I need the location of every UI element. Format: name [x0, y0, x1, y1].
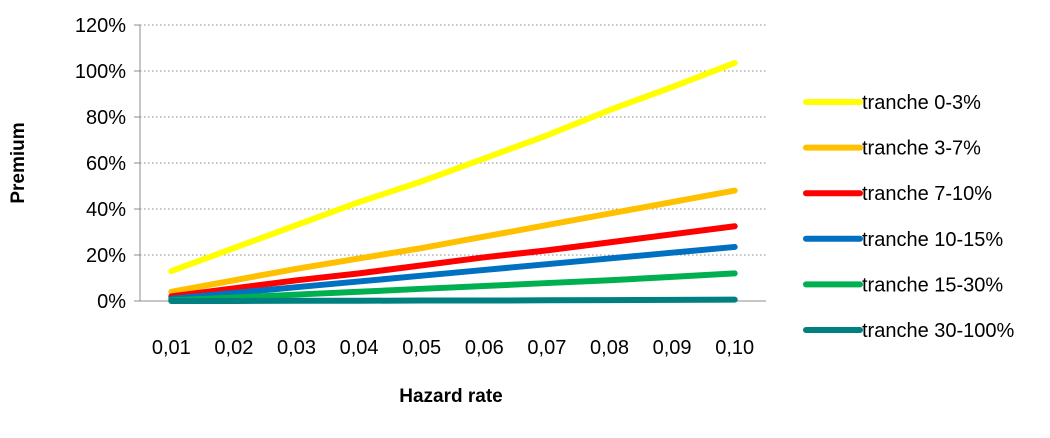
y-tick-label: 120%: [75, 15, 126, 37]
legend-label: tranche 7-10%: [862, 183, 992, 205]
x-tick-label: 0,05: [402, 337, 441, 359]
series-line: [168, 59, 738, 275]
legend-label: tranche 15-30%: [862, 274, 1003, 296]
series-lines: [168, 59, 738, 304]
y-tick-label: 100%: [75, 61, 126, 83]
legend-item: tranche 3-7%: [803, 138, 981, 160]
x-tick-label: 0,01: [152, 337, 191, 359]
legend-item: tranche 30-100%: [803, 320, 1015, 342]
x-tick-label: 0,07: [527, 337, 566, 359]
y-tick-label: 40%: [86, 199, 126, 221]
x-tick-labels: 0,01 0,02 0,03 0,04 0,05 0,06 0,07 0,08 0,09 0,10: [152, 337, 754, 359]
x-tick-label: 0,08: [590, 337, 629, 359]
series-line: [168, 243, 738, 302]
legend-label: tranche 3-7%: [862, 138, 981, 160]
series-line: [168, 187, 738, 295]
x-axis-title: Hazard rate: [399, 386, 503, 407]
y-tick-label: 20%: [86, 245, 126, 267]
gridlines: [140, 24, 766, 256]
y-axis-title: Premium: [8, 122, 29, 203]
legend-item: tranche 15-30%: [803, 274, 1003, 296]
y-tick-labels: 0% 20% 40% 60% 80% 100% 120%: [75, 15, 126, 313]
x-tick-label: 0,06: [465, 337, 504, 359]
y-tick-label: 60%: [86, 153, 126, 175]
x-tick-label: 0,10: [715, 337, 754, 359]
x-tick-label: 0,04: [340, 337, 379, 359]
y-tick-label: 0%: [97, 291, 126, 313]
x-tick-label: 0,03: [277, 337, 316, 359]
legend-label: tranche 30-100%: [862, 320, 1015, 342]
x-tick-label: 0,02: [214, 337, 253, 359]
series-line: [168, 270, 738, 304]
legend-item: tranche 0-3%: [803, 92, 981, 114]
legend-label: tranche 10-15%: [862, 229, 1003, 251]
series-line: [168, 223, 738, 300]
legend-label: tranche 0-3%: [862, 92, 981, 114]
x-tick-label: 0,09: [653, 337, 692, 359]
legend-item: tranche 10-15%: [803, 229, 1003, 251]
series-line: [168, 296, 738, 304]
legend-item: tranche 7-10%: [803, 183, 992, 205]
legend: tranche 0-3% tranche 3-7% tranche 7-10% tra…: [803, 92, 1015, 342]
y-tick-label: 80%: [86, 107, 126, 129]
